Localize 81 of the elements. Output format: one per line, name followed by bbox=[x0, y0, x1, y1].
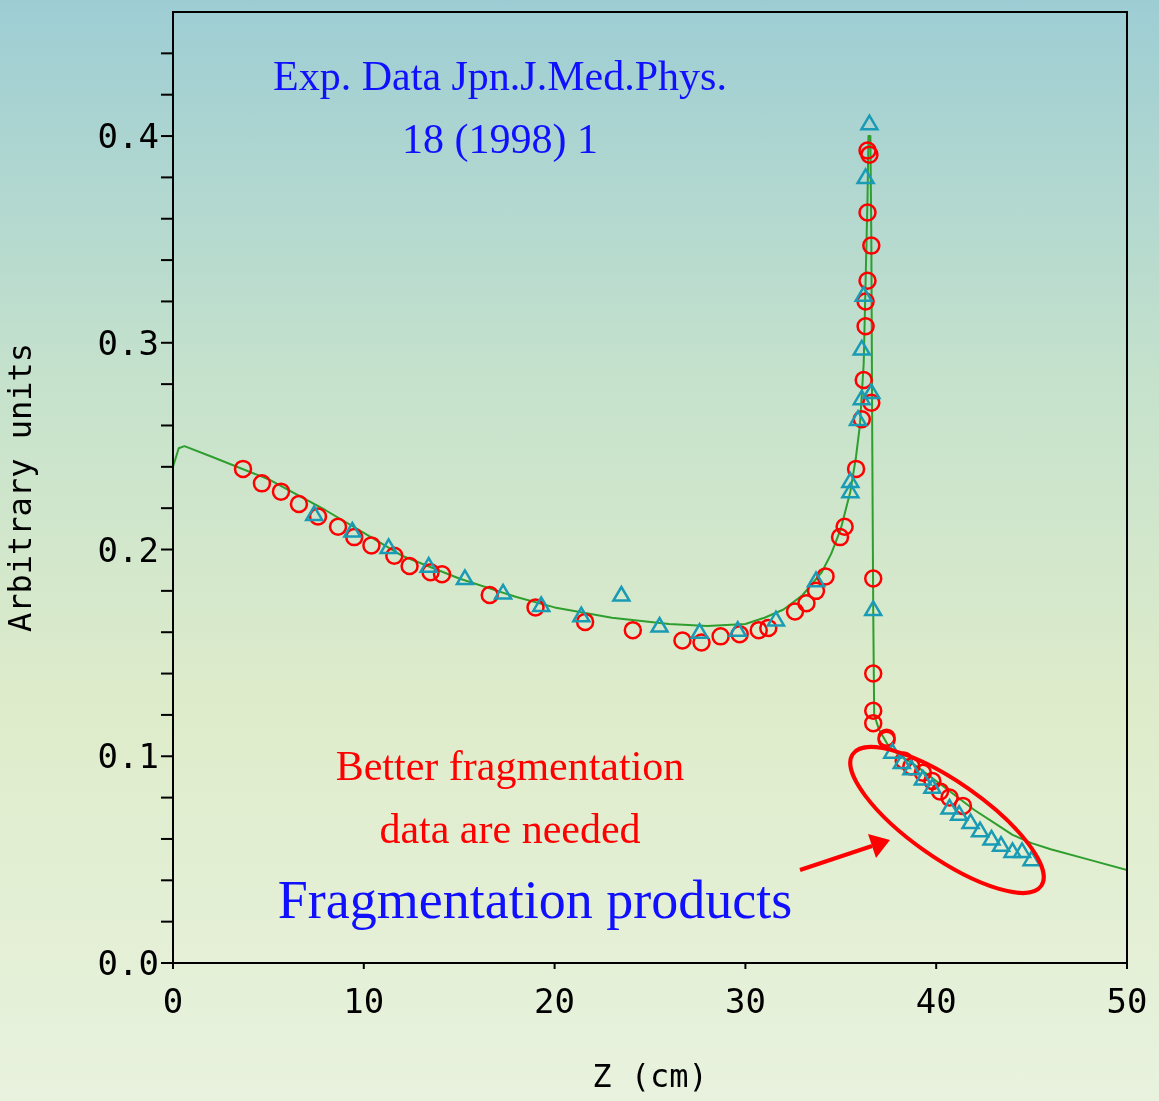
point bbox=[650, 616, 669, 633]
x-tick-label: 0 bbox=[162, 981, 184, 1022]
point bbox=[766, 610, 786, 627]
point bbox=[856, 168, 875, 185]
point bbox=[863, 713, 883, 733]
annotation: Fragmentation products bbox=[276, 869, 794, 932]
point bbox=[379, 538, 398, 555]
point bbox=[949, 804, 969, 821]
point bbox=[289, 494, 309, 514]
point bbox=[848, 410, 868, 427]
point bbox=[749, 620, 769, 640]
point bbox=[493, 583, 513, 600]
point bbox=[841, 482, 860, 499]
point bbox=[852, 389, 872, 406]
x-tick-label: 20 bbox=[534, 981, 576, 1022]
point bbox=[961, 813, 980, 830]
point bbox=[863, 664, 883, 683]
point bbox=[913, 769, 933, 786]
point bbox=[432, 565, 452, 584]
y-tick-label: 0.1 bbox=[97, 736, 159, 777]
point bbox=[252, 474, 272, 493]
point bbox=[690, 622, 709, 640]
point bbox=[343, 521, 362, 538]
point bbox=[572, 606, 591, 623]
y-axis-title: Arbitrary units bbox=[1, 343, 40, 632]
point bbox=[419, 556, 438, 573]
point bbox=[531, 596, 551, 613]
x-tick-label: 40 bbox=[915, 981, 957, 1022]
y-tick-label: 0.3 bbox=[97, 322, 159, 363]
annotation: Exp. Data Jpn.J.Med.Phys. 18 (1998) 1 bbox=[272, 52, 728, 164]
x-axis-title: Z (cm) bbox=[592, 1057, 708, 1095]
point bbox=[854, 370, 873, 390]
y-tick-label: 0.2 bbox=[97, 529, 159, 570]
point bbox=[830, 527, 850, 547]
point bbox=[860, 145, 879, 164]
point bbox=[785, 602, 805, 621]
point bbox=[623, 620, 643, 640]
point bbox=[797, 594, 816, 613]
point bbox=[673, 631, 692, 650]
point bbox=[860, 114, 879, 131]
point bbox=[940, 798, 959, 815]
point bbox=[858, 203, 877, 222]
point bbox=[612, 585, 631, 602]
point bbox=[858, 141, 877, 160]
y-tick-label: 0.0 bbox=[97, 943, 159, 984]
point bbox=[863, 600, 883, 617]
point bbox=[362, 536, 381, 555]
point bbox=[385, 546, 404, 565]
point bbox=[233, 459, 253, 479]
point bbox=[1012, 842, 1032, 859]
point bbox=[841, 472, 860, 489]
point bbox=[982, 829, 1001, 846]
point bbox=[328, 517, 348, 537]
point bbox=[835, 517, 854, 537]
point bbox=[711, 627, 730, 646]
point bbox=[526, 598, 545, 617]
point bbox=[991, 835, 1011, 853]
point bbox=[930, 782, 950, 801]
point bbox=[863, 701, 883, 721]
point bbox=[858, 271, 877, 291]
point bbox=[863, 569, 883, 588]
point bbox=[970, 821, 990, 838]
point bbox=[923, 778, 942, 795]
x-tick-label: 50 bbox=[1106, 981, 1148, 1022]
annotation: Better fragmentation data are needed bbox=[334, 742, 686, 854]
point bbox=[271, 482, 291, 501]
point bbox=[400, 556, 419, 576]
point bbox=[852, 339, 872, 356]
x-tick-label: 10 bbox=[343, 981, 385, 1022]
point bbox=[728, 620, 748, 637]
point bbox=[854, 285, 873, 303]
point bbox=[862, 383, 881, 400]
point bbox=[806, 571, 826, 588]
x-tick-label: 30 bbox=[724, 981, 766, 1022]
point bbox=[862, 236, 881, 255]
point bbox=[856, 316, 875, 336]
point bbox=[304, 505, 324, 522]
point bbox=[455, 569, 475, 586]
point bbox=[806, 581, 826, 601]
point bbox=[1003, 842, 1022, 859]
y-tick-label: 0.4 bbox=[97, 116, 159, 157]
